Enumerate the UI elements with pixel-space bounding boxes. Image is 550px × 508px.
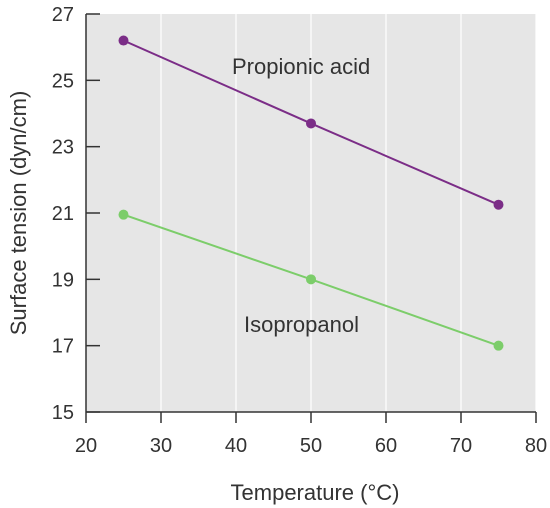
series-group	[118, 35, 504, 351]
y-tick-label-19: 19	[52, 269, 74, 291]
y-tick-label-17: 17	[52, 336, 74, 358]
x-tick-label-50: 50	[300, 435, 322, 457]
series-label-propionic-acid: Propionic acid	[232, 54, 370, 79]
x-axis-title: Temperature (°C)	[231, 480, 400, 505]
data-point-isopropanol-25	[118, 209, 129, 220]
y-tick-label-21: 21	[52, 203, 74, 225]
x-tick-label-20: 20	[75, 435, 97, 457]
grid-lines	[160, 14, 537, 412]
y-tick-label-25: 25	[52, 70, 74, 92]
y-tick-label-27: 27	[52, 4, 74, 26]
series-label-isopropanol: Isopropanol	[244, 312, 359, 337]
x-tick-label-60: 60	[375, 435, 397, 457]
x-tick-label-30: 30	[150, 435, 172, 457]
ticks: 15 17 19 21 23 25 27 20 30 40 50 60 70 80	[52, 4, 547, 457]
x-tick-label-40: 40	[225, 435, 247, 457]
data-point-propionic-acid-25	[118, 35, 129, 46]
x-tick-label-80: 80	[525, 435, 547, 457]
y-tick-label-15: 15	[52, 402, 74, 424]
data-point-propionic-acid-75	[493, 199, 504, 210]
y-axis-title: Surface tension (dyn/cm)	[6, 91, 31, 336]
data-point-isopropanol-75	[493, 340, 504, 351]
x-tick-label-70: 70	[450, 435, 472, 457]
data-point-isopropanol-50	[306, 274, 316, 285]
data-point-propionic-acid-50	[306, 118, 316, 129]
y-tick-label-23: 23	[52, 137, 74, 159]
